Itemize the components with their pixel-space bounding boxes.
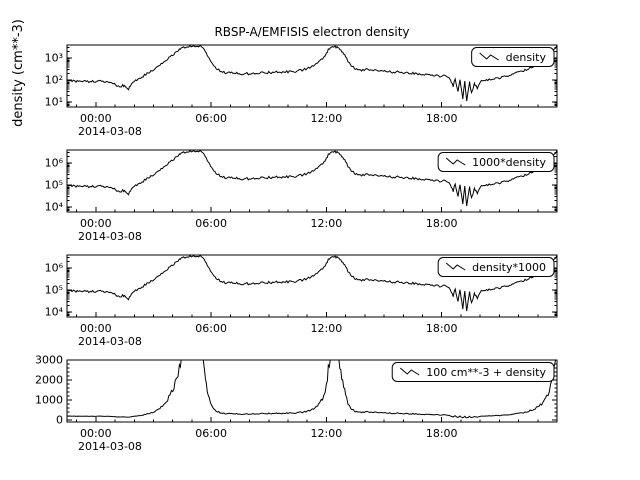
y-tick-label: 10⁵ [45, 179, 63, 192]
y-tick-label: 1000 [35, 394, 63, 407]
y-tick-label: 10⁶ [45, 157, 64, 170]
legend-line-sample [399, 367, 420, 376]
x-tick-label: 06:00 [195, 322, 227, 335]
y-axis-title: density (cm**-3) [11, 19, 26, 127]
x-tick-label: 12:00 [311, 112, 343, 125]
legend-line-sample [479, 52, 499, 61]
legend-box[interactable] [391, 362, 555, 382]
series-line [67, 255, 557, 312]
legend-label: density [506, 51, 547, 64]
x-tick-label: 12:00 [311, 217, 343, 230]
legend-box[interactable] [437, 152, 555, 172]
x-tick-label: 06:00 [195, 112, 227, 125]
y-tick-label: 10³ [45, 52, 63, 65]
y-tick-label: 10⁶ [45, 262, 64, 275]
y-tick-label: 10⁴ [45, 306, 64, 319]
x-tick-label: 06:00 [195, 427, 227, 440]
y-tick-label: 10⁴ [45, 201, 64, 214]
y-tick-label: 2000 [35, 374, 63, 387]
legend-label: 1000*density [472, 156, 546, 169]
x-tick-label: 18:00 [426, 322, 458, 335]
y-tick-label: 10² [45, 74, 63, 87]
legend-line-sample [445, 157, 466, 166]
y-tick-label: 0 [56, 414, 63, 427]
x-tick-label: 06:00 [195, 217, 227, 230]
series-line [67, 360, 557, 419]
y-tick-label: 3000 [35, 354, 63, 367]
date-label: 2014-03-08 [78, 230, 142, 243]
x-tick-label: 00:00 [80, 322, 112, 335]
chart-title: RBSP-A/EMFISIS electron density [214, 25, 409, 39]
x-tick-label: 00:00 [80, 427, 112, 440]
x-tick-label: 00:00 [80, 217, 112, 230]
legend-label: density*1000 [472, 261, 546, 274]
y-tick-label: 10⁵ [45, 284, 63, 297]
x-tick-label: 12:00 [311, 322, 343, 335]
x-tick-label: 18:00 [426, 217, 458, 230]
x-tick-label: 18:00 [426, 112, 458, 125]
date-label: 2014-03-08 [78, 125, 142, 138]
legend-line-sample [445, 262, 466, 271]
legend-box[interactable] [471, 47, 555, 67]
x-tick-label: 00:00 [80, 112, 112, 125]
legend-box[interactable] [437, 257, 555, 277]
panel-plot-area[interactable] [66, 149, 558, 213]
panel-plot-area[interactable] [66, 359, 558, 423]
x-tick-label: 12:00 [311, 427, 343, 440]
legend-label: 100 cm**-3 + density [426, 366, 546, 379]
x-tick-label: 18:00 [426, 427, 458, 440]
date-label: 2014-03-08 [78, 335, 142, 348]
panel-plot-area[interactable] [66, 254, 558, 318]
date-label: 2014-03-08 [78, 440, 142, 453]
series-line [67, 45, 557, 102]
panel-plot-area[interactable] [66, 44, 558, 108]
y-tick-label: 10¹ [45, 96, 63, 109]
series-line [67, 150, 557, 207]
